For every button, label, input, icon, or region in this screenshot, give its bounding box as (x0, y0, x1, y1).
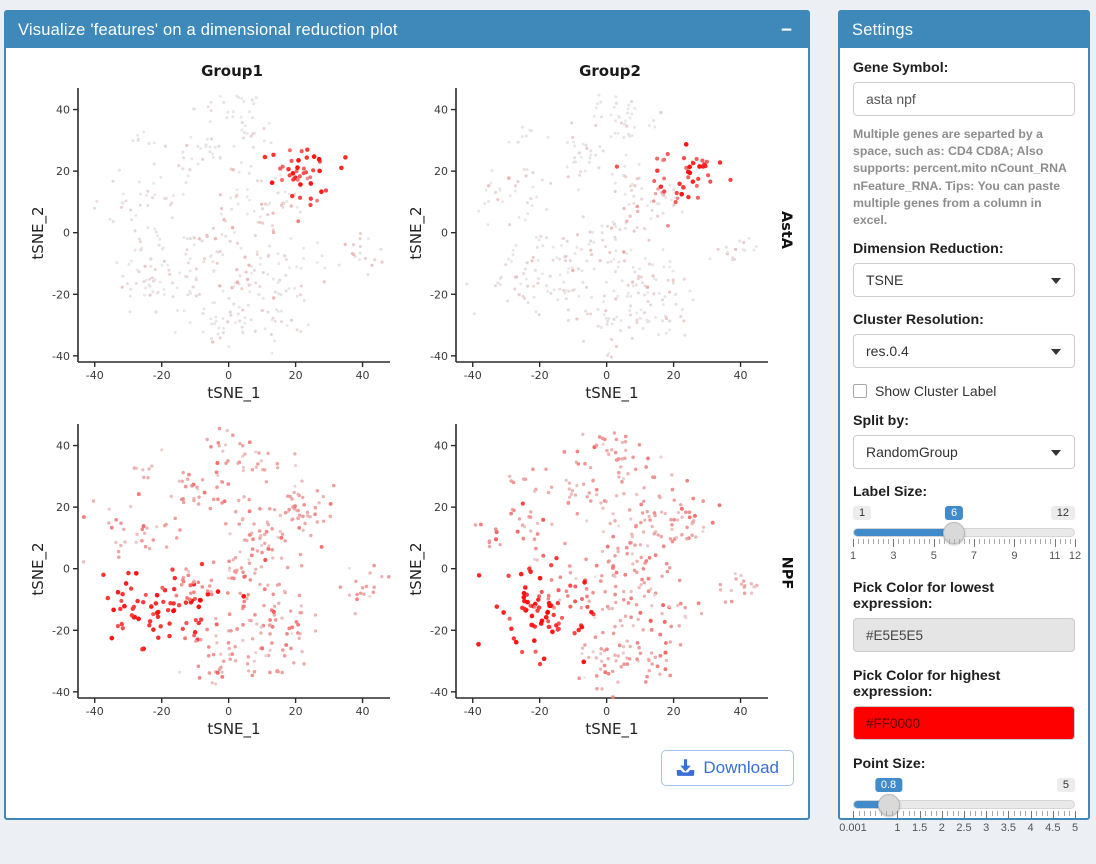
facet-title-group1: Group1 (201, 62, 263, 80)
svg-text:40: 40 (434, 104, 448, 117)
show-cluster-label-checkbox[interactable]: Show Cluster Label (853, 383, 1075, 399)
tsne-plot-grid: Group1 tSNE_2 -40 -40 -20 -20 0 0 20 20 40 40 tSN… (16, 56, 808, 742)
chevron-down-icon (1051, 278, 1061, 285)
svg-text:-20: -20 (430, 624, 448, 637)
slider-value-badge: 6 (944, 506, 964, 521)
settings-title: Settings (852, 20, 914, 39)
svg-text:-20: -20 (430, 288, 448, 301)
x-axis-title: tSNE_1 (207, 720, 261, 738)
settings-panel: Settings Gene Symbol: Multiple genes are… (838, 10, 1090, 834)
feature-plot-box-title: Visualize 'features' on a dimensional re… (18, 20, 398, 39)
svg-text:0: 0 (603, 705, 610, 718)
svg-text:0: 0 (441, 227, 448, 240)
x-axis-title: tSNE_1 (585, 384, 639, 402)
svg-text:-20: -20 (531, 705, 549, 718)
low-color-input[interactable]: #E5E5E5 (853, 618, 1075, 653)
dimension-reduction-select[interactable]: TSNE (853, 263, 1075, 298)
label-size-label: Label Size: (853, 484, 928, 501)
cluster-resolution-label: Cluster Resolution: (853, 312, 984, 329)
feature-plot-box-header: Visualize 'features' on a dimensional re… (6, 12, 808, 48)
svg-text:20: 20 (289, 369, 303, 382)
feature-plot-box: Visualize 'features' on a dimensional re… (4, 10, 810, 820)
scatter-plot-group1-npf: -40 -40 -20 -20 0 0 20 20 40 40 (52, 424, 391, 718)
facet-title-group2: Group2 (579, 62, 641, 80)
chevron-down-icon (1051, 450, 1061, 457)
svg-text:0: 0 (225, 369, 232, 382)
svg-text:-40: -40 (86, 705, 104, 718)
point-size-slider[interactable]: 5 0.8 0.001 1 1.5 2 2.5 3 3.5 4 4.5 5 (839, 778, 1079, 835)
x-axis-title: tSNE_1 (207, 384, 261, 402)
scatter-plot-group2-npf: -40 -40 -20 -20 0 0 20 20 40 40 (430, 424, 768, 718)
svg-text:20: 20 (667, 369, 681, 382)
svg-text:40: 40 (434, 440, 448, 453)
checkbox-icon[interactable] (853, 384, 867, 399)
scatter-plot-group1-asta: -40 -40 -20 -20 0 0 20 20 40 40 (52, 88, 390, 382)
gene-symbol-label: Gene Symbol: (853, 60, 949, 76)
y-axis-title: tSNE_2 (407, 206, 425, 260)
svg-text:40: 40 (56, 104, 70, 117)
y-axis-title: tSNE_2 (29, 206, 47, 260)
svg-text:-40: -40 (430, 686, 448, 699)
collapse-box-button[interactable]: − (777, 21, 796, 40)
minus-icon: − (780, 19, 792, 41)
svg-text:20: 20 (56, 165, 70, 178)
chevron-down-icon (1051, 349, 1061, 356)
svg-text:-40: -40 (86, 369, 104, 382)
cluster-resolution-select[interactable]: res.0.4 (853, 334, 1075, 369)
svg-text:20: 20 (56, 501, 70, 514)
download-button[interactable]: Download (661, 750, 794, 786)
svg-text:40: 40 (356, 369, 370, 382)
x-axis-title: tSNE_1 (585, 720, 639, 738)
svg-text:-20: -20 (153, 369, 171, 382)
slider-value-badge: 0.8 (874, 778, 903, 793)
facet-group1-asta: Group1 tSNE_2 -40 -40 -20 -20 0 0 20 20 40 40 tSN… (16, 56, 394, 404)
svg-text:-40: -40 (464, 369, 482, 382)
svg-text:0: 0 (225, 705, 232, 718)
split-by-label: Split by: (853, 413, 909, 430)
facet-group1-npf: tSNE_2 -40 -40 -20 -20 0 0 20 20 40 40 tSNE_1 (16, 404, 394, 742)
gene-symbol-input[interactable] (853, 82, 1075, 116)
label-size-slider[interactable]: 1 12 6 1 3 5 7 9 11 12 (849, 506, 1082, 563)
facet-group2-npf: tSNE_2 -40 -40 -20 -20 0 0 20 20 40 40 tSNE_1 (394, 404, 772, 742)
svg-text:40: 40 (56, 440, 70, 453)
svg-text:-20: -20 (531, 369, 549, 382)
svg-text:20: 20 (667, 705, 681, 718)
low-color-label: Pick Color for lowest expression: (853, 580, 995, 613)
facet-group2-asta: Group2 tSNE_2 -40 -40 -20 -20 0 0 20 20 40 40 tSN… (394, 56, 776, 404)
svg-text:-40: -40 (52, 686, 70, 699)
svg-text:20: 20 (434, 501, 448, 514)
svg-text:0: 0 (63, 563, 70, 576)
svg-text:0: 0 (441, 563, 448, 576)
svg-text:20: 20 (434, 165, 448, 178)
high-color-input[interactable]: #FF0000 (853, 706, 1075, 741)
svg-text:-20: -20 (52, 288, 70, 301)
svg-text:-40: -40 (464, 705, 482, 718)
y-axis-title: tSNE_2 (29, 542, 47, 596)
svg-text:0: 0 (603, 369, 610, 382)
svg-text:20: 20 (289, 705, 303, 718)
svg-text:-20: -20 (153, 705, 171, 718)
y-axis-title: tSNE_2 (407, 542, 425, 596)
svg-text:-20: -20 (52, 624, 70, 637)
svg-text:-40: -40 (430, 350, 448, 363)
svg-text:0: 0 (63, 227, 70, 240)
high-color-label: Pick Color for highest expression: (853, 668, 1001, 701)
split-by-select[interactable]: RandomGroup (853, 435, 1075, 470)
gene-symbol-help-text: Multiple genes are separted by a space, … (853, 127, 1067, 228)
svg-text:40: 40 (356, 705, 370, 718)
svg-text:40: 40 (734, 369, 748, 382)
download-icon (677, 759, 695, 776)
dimension-reduction-label: Dimension Reduction: (853, 241, 1004, 258)
point-size-label: Point Size: (853, 756, 926, 773)
strip-label-npf: NPF (778, 556, 795, 590)
scatter-plot-group2-asta: -40 -40 -20 -20 0 0 20 20 40 40 (430, 88, 776, 382)
svg-text:-40: -40 (52, 350, 70, 363)
svg-text:40: 40 (734, 705, 748, 718)
settings-header: Settings (840, 12, 1088, 48)
strip-label-asta: AstA (778, 210, 795, 250)
